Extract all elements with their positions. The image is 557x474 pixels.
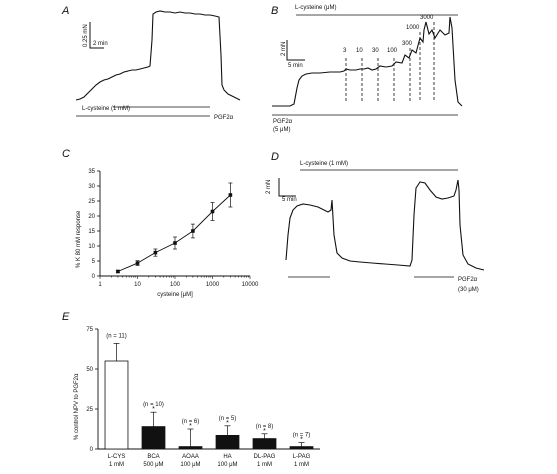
- panel-b-pgf-label: PGF2α: [273, 119, 293, 125]
- panel-c-y-tick-label: 25: [88, 199, 95, 205]
- panel-c-x-tick-label: 1000: [206, 282, 220, 288]
- panel-e-n-label: (n = 6): [182, 419, 200, 425]
- panel-c: C % K 80 mM response cysteine [μM] 0 5 10 1…: [62, 148, 259, 298]
- panel-e-bar: [104, 360, 129, 450]
- panel-b-scale-y: 2 mN: [281, 42, 287, 56]
- panel-b-conc-3: 3: [343, 48, 347, 54]
- panel-e-y-tick-label: 25: [86, 407, 93, 413]
- panel-e-n-label: (n = 5): [219, 416, 237, 422]
- panel-b-markers: [345, 22, 435, 102]
- panel-c-point: [153, 250, 158, 255]
- panel-b-label: B: [271, 5, 278, 17]
- panel-c-x-tick-label: 100: [170, 282, 181, 288]
- panel-c-x-tick-label: 10000: [242, 282, 259, 288]
- panel-e-y-tick-label: 50: [86, 367, 93, 373]
- panel-a-trace: [75, 10, 241, 101]
- panel-c-point: [173, 241, 177, 245]
- panel-e-significance: *: [226, 420, 229, 427]
- panel-c-y-tick-label: 15: [88, 229, 95, 235]
- panel-e-dose-label: 100 μM: [180, 462, 200, 468]
- panel-c-x-tick-label: 10: [134, 282, 141, 288]
- panel-b-pgf-conc: (5 μM): [273, 127, 290, 133]
- panel-e-category-label: AOAA: [182, 454, 199, 460]
- panel-d-pgf-conc: (30 μM): [458, 287, 479, 293]
- panel-e-n-label: (n = 8): [256, 424, 274, 430]
- panel-c-label: C: [62, 148, 70, 160]
- panel-e-significance: *: [300, 437, 303, 444]
- panel-e-dose-label: 1 mM: [294, 462, 309, 468]
- panel-c-y-tick-label: 10: [88, 244, 95, 250]
- panel-d-pgf-label: PGF2α: [458, 277, 478, 283]
- panel-b-cys-label: L-cysteine (μM): [295, 5, 336, 11]
- panel-b-conc-30: 30: [372, 48, 379, 54]
- panel-b-conc-10: 10: [356, 48, 363, 54]
- panel-c-ylabel: % K 80 mM response: [76, 210, 82, 268]
- panel-e-bar: [215, 434, 240, 450]
- panel-c-chart: 0 5 10 15 20 25 30 35 1 10 100 1000 10000: [88, 169, 259, 288]
- panel-b-conc-1000: 1000: [406, 25, 420, 31]
- panel-e-dose-label: 100 μM: [217, 462, 237, 468]
- panel-e-n-label: (n = 10): [143, 402, 164, 408]
- panel-b-conc-300: 300: [402, 41, 413, 47]
- panel-a-scale-y: 0.25 mN: [83, 24, 89, 47]
- panel-e-y-tick-label: 75: [86, 327, 93, 333]
- panel-e-significance: *: [189, 423, 192, 430]
- panel-e-dose-label: 1 mM: [109, 462, 124, 468]
- panel-e: E % control NPV to PGF2α 0 25 50 75 (n = 11)…: [62, 311, 320, 468]
- panel-e-bar: [252, 438, 277, 450]
- panel-c-y-tick-label: 30: [88, 184, 95, 190]
- panel-d-cys-label: L-cysteine (1 mM): [300, 161, 348, 167]
- panel-e-bar: [141, 426, 166, 450]
- panel-c-point: [191, 229, 195, 233]
- panel-c-point: [135, 261, 140, 265]
- panel-e-category-label: L-CYS: [108, 454, 126, 460]
- panel-e-category-label: BCA: [147, 454, 159, 460]
- panel-e-category-label: L-PAG: [293, 454, 311, 460]
- panel-c-point: [210, 209, 215, 214]
- panel-e-dose-label: 1 mM: [257, 462, 272, 468]
- panel-a-pgf-label: PGF2α: [214, 115, 234, 121]
- panel-c-y-tick-label: 35: [88, 169, 95, 175]
- panel-c-point: [116, 269, 120, 274]
- panel-d-scale-y: 2 mN: [266, 180, 272, 194]
- panel-e-n-label: (n = 11): [106, 333, 126, 339]
- panel-e-significance: *: [263, 428, 266, 435]
- panel-b: B L-cysteine (μM) 2 mN 5 min 3 10 30 100…: [271, 5, 463, 133]
- panel-c-series-line: [117, 194, 231, 272]
- panel-d-scale-x: 5 min: [282, 197, 297, 203]
- panel-c-point: [228, 193, 233, 197]
- panel-c-xlabel: cysteine [μM]: [157, 292, 193, 298]
- panel-a-scale-x: 2 min: [93, 41, 108, 47]
- panel-b-trace: [272, 16, 463, 107]
- panel-e-ylabel: % control NPV to PGF2α: [74, 373, 80, 440]
- panel-d: D L-cysteine (1 mM) 2 mN 5 min PGF2α (30…: [266, 151, 485, 293]
- panel-b-conc-3000: 3000: [420, 15, 434, 21]
- panel-b-conc-100: 100: [387, 48, 398, 54]
- panel-c-y-tick-label: 20: [88, 214, 95, 220]
- panel-a-cys-label: L-cysteine (1 mM): [82, 106, 130, 112]
- panel-b-scale-x: 5 min: [288, 63, 303, 69]
- panel-e-y-tick-label: 0: [90, 447, 94, 453]
- panel-c-y-tick-label: 5: [92, 259, 96, 265]
- panel-a: A 0.25 mN 2 min L-cysteine (1 mM) PGF2α: [61, 5, 241, 121]
- panel-e-label: E: [62, 311, 70, 323]
- panel-a-label: A: [61, 5, 69, 17]
- panel-c-y-tick-label: 0: [92, 274, 96, 280]
- panel-d-label: D: [271, 151, 279, 163]
- panel-e-dose-label: 500 μM: [143, 462, 163, 468]
- panel-c-x-tick-label: 1: [98, 282, 102, 288]
- panel-e-bar: [289, 446, 314, 450]
- panel-e-category-label: HA: [223, 454, 231, 460]
- panel-e-n-label: (n = 7): [293, 433, 311, 439]
- panel-d-trace: [285, 179, 485, 271]
- panel-e-category-label: DL-PAG: [254, 454, 276, 460]
- panel-e-bar: [178, 446, 203, 450]
- panel-e-significance: *: [152, 406, 155, 413]
